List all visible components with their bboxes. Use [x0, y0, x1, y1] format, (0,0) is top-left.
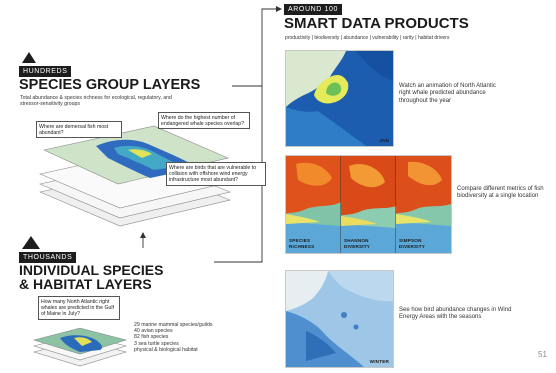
- species-count-item: 40 avian species: [134, 328, 173, 335]
- hundreds-tag: HUNDREDS: [19, 66, 72, 77]
- shannon-diversity-label: SHANNON DIVERSITY: [344, 238, 371, 249]
- species-richness-label: SPECIES RICHNESS: [289, 238, 315, 249]
- bird-collision-question: Where are birds that are vulnerable to c…: [166, 162, 266, 186]
- map-biodiversity-graphic: [286, 156, 451, 253]
- simpson-diversity-label: SIMPSON DIVERSITY: [399, 238, 426, 249]
- smart-products-tag: AROUND 100: [284, 4, 342, 15]
- map-whale-graphic: [286, 51, 393, 146]
- whale-abundance-map: JAN: [285, 50, 394, 147]
- species-group-layers-graphic: [39, 125, 231, 227]
- smart-products-title: SMART DATA PRODUCTS: [284, 15, 469, 32]
- species-group-title: SPECIES GROUP LAYERS: [19, 77, 201, 93]
- smart-products-subtitle: productivity | biodiversity | abundance …: [285, 35, 450, 41]
- map-month-label: JAN: [379, 137, 389, 143]
- bird-abundance-caption: See how bird abundance changes in Wind E…: [399, 307, 512, 321]
- fish-biodiversity-maps: SPECIES RICHNESS SHANNON DIVERSITY SIMPS…: [285, 155, 452, 254]
- species-count-list: 29 marine mammal species/guilds 40 avian…: [134, 322, 244, 353]
- right-whale-question: How many North Atlantic right whales are…: [38, 296, 120, 320]
- individual-species-title-line2: & HABITAT LAYERS: [19, 276, 152, 292]
- fish-biodiversity-caption: Compare different metrics of fish biodiv…: [457, 186, 544, 200]
- species-count-item: physical & biological habitat: [134, 346, 198, 353]
- hundreds-pile-icon: [22, 52, 36, 63]
- species-group-subtitle: Total abundance & species richness for e…: [20, 95, 172, 108]
- page-number: 51: [538, 350, 547, 359]
- species-count-item: 29 marine mammal species/guilds: [134, 322, 213, 328]
- thousands-tag: THOUSANDS: [19, 252, 77, 263]
- map-bird-graphic: [286, 271, 393, 367]
- individual-species-title-line1: INDIVIDUAL SPECIES: [19, 262, 164, 278]
- demersal-fish-question: Where are demersal fish most abundant?: [36, 121, 122, 139]
- whale-animation-caption: Watch an animation of North Atlantic rig…: [399, 83, 496, 104]
- species-count-item: 82 fish species: [134, 334, 169, 341]
- individual-species-layers-graphic: [32, 327, 128, 367]
- whale-overlap-question: Where do the highest number of endangere…: [158, 112, 250, 130]
- season-label: WINTER: [369, 358, 389, 364]
- thousands-pile-icon: [22, 236, 40, 249]
- bird-abundance-map: WINTER: [285, 270, 394, 368]
- species-count-item: 3 sea turtle species: [134, 340, 179, 347]
